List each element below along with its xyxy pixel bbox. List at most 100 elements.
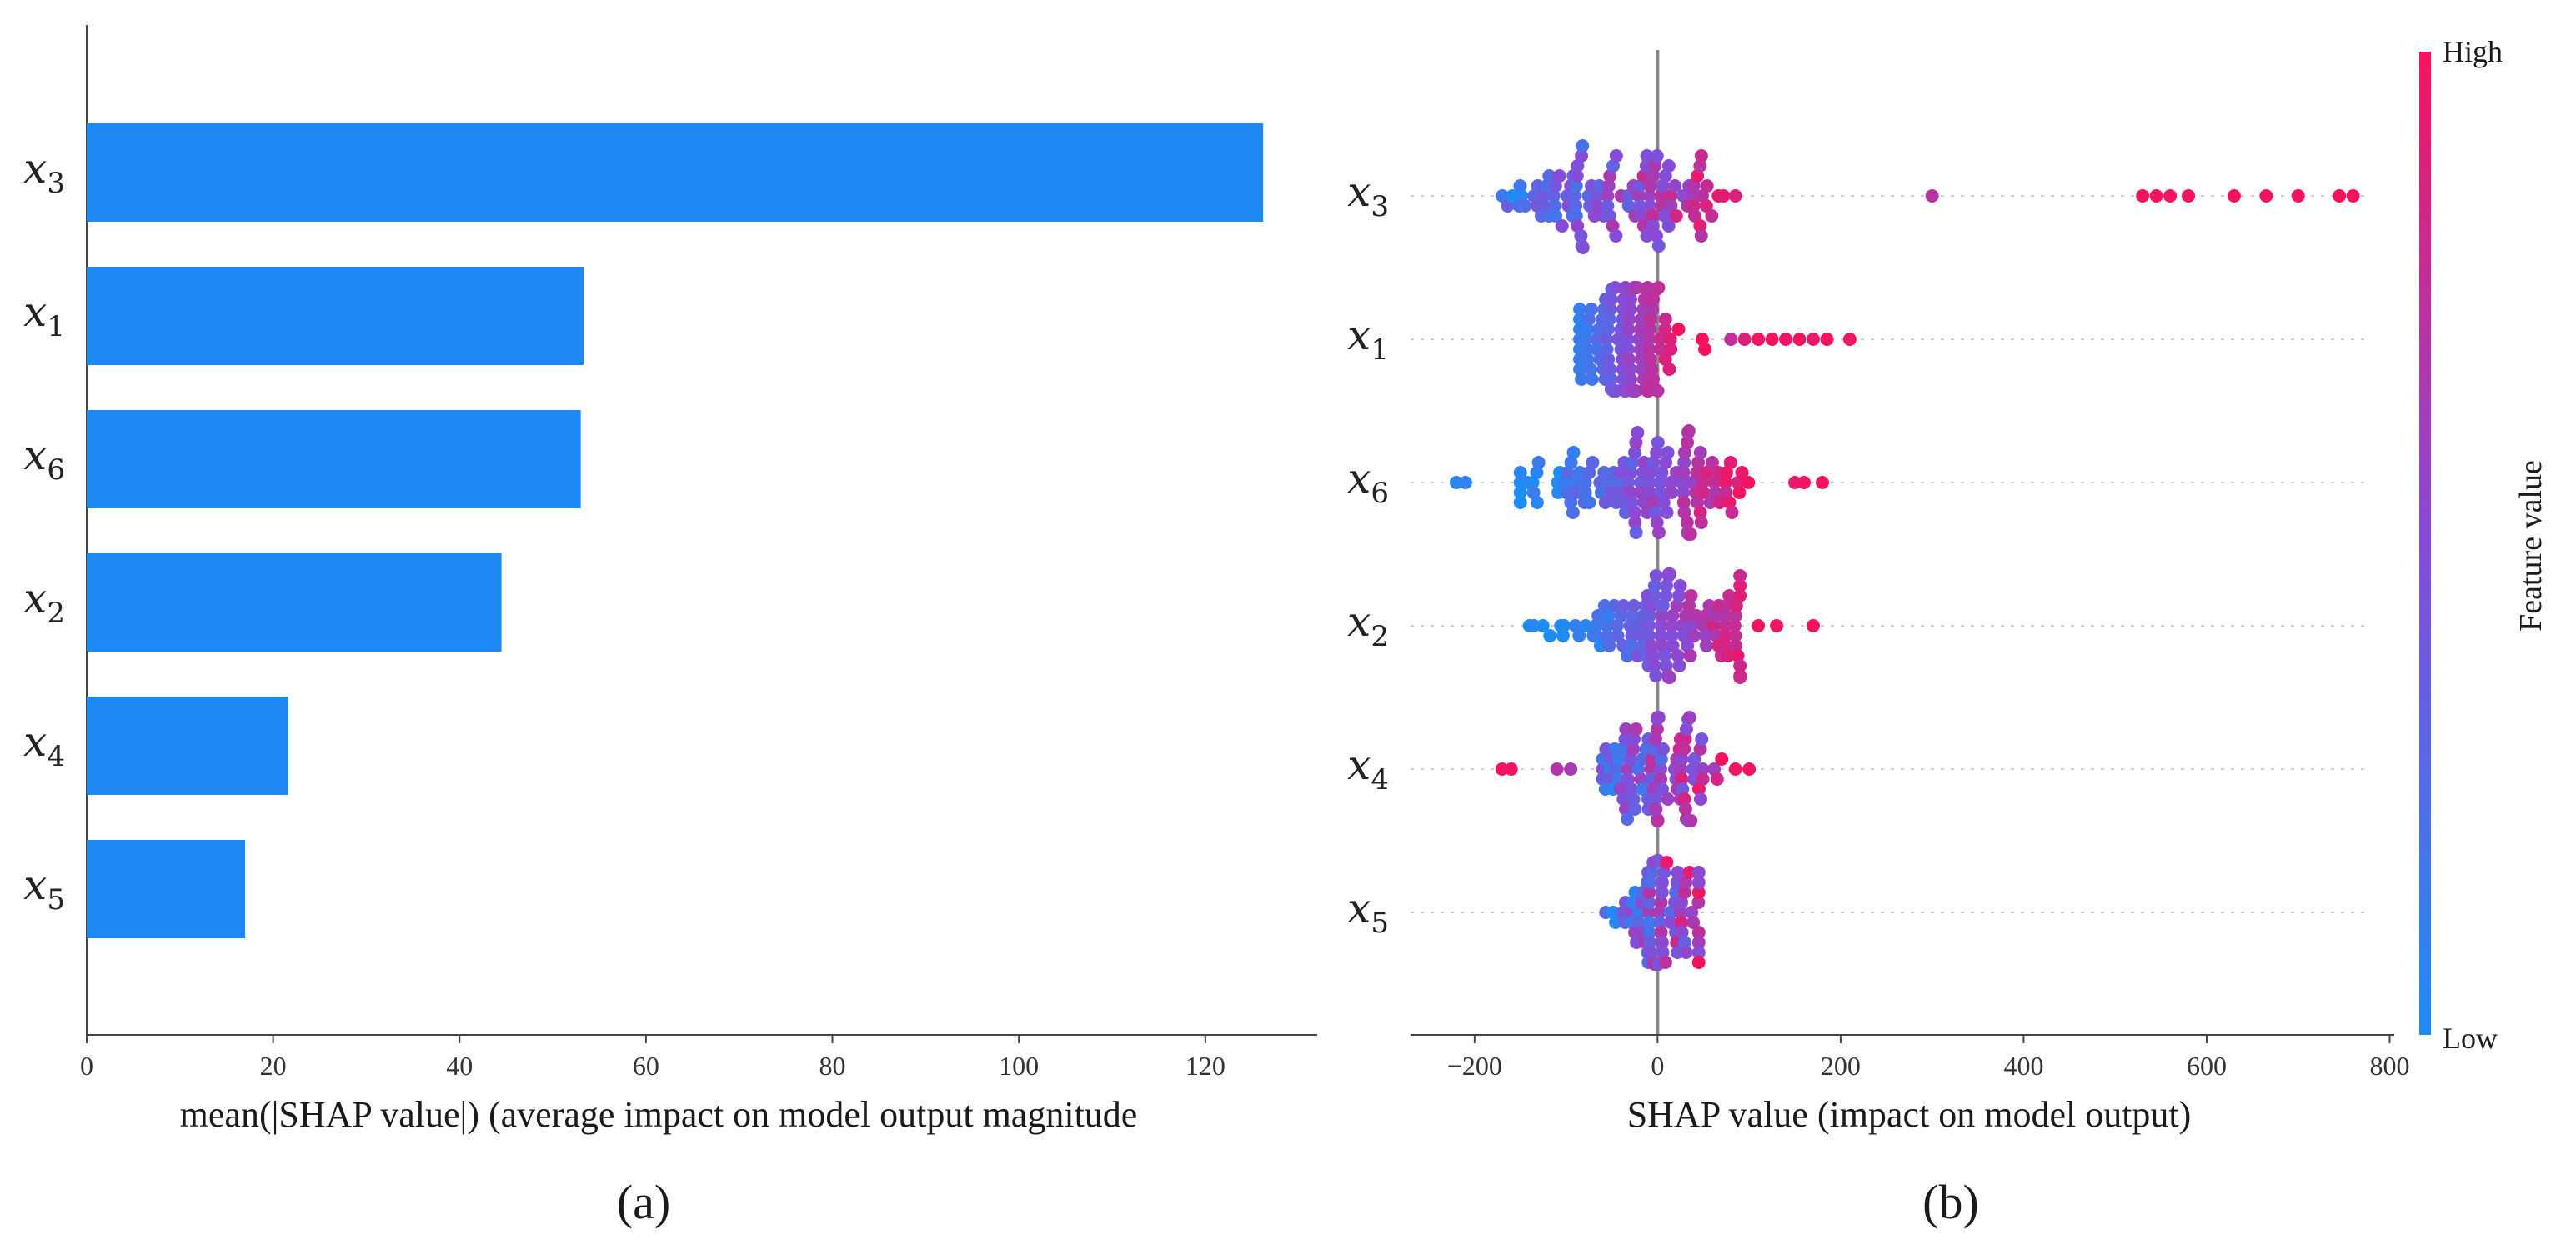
shap-dot — [1664, 342, 1678, 356]
shap-dot — [1642, 189, 1656, 202]
shap-dot — [1718, 619, 1732, 632]
shap-dot — [1696, 772, 1710, 786]
shap-dot — [1566, 446, 1581, 459]
shap-dot — [1606, 219, 1620, 232]
shap-dot — [1694, 149, 1708, 162]
shap-dot — [1603, 362, 1617, 376]
shap-dot — [1666, 639, 1680, 652]
panel-label-a: (a) — [617, 1175, 670, 1229]
shap-dot — [1643, 876, 1657, 889]
shap-dot — [1646, 302, 1660, 316]
shap-dot — [1662, 671, 1676, 684]
shap-dot — [1616, 742, 1630, 756]
shap-dot — [1597, 466, 1611, 479]
shap-dot — [1788, 476, 1802, 489]
shap-dot — [1651, 526, 1666, 539]
shap-dot — [1602, 312, 1616, 326]
shap-dot — [1636, 169, 1651, 182]
shap-dot — [1649, 669, 1663, 682]
shap-dot — [1722, 589, 1737, 602]
shap-dot — [1705, 456, 1719, 469]
shap-dot — [1594, 486, 1608, 499]
shap-dot — [1733, 659, 1747, 672]
shap-dot — [1820, 332, 1834, 346]
shap-dot — [1583, 362, 1597, 376]
bar-x6 — [87, 410, 581, 508]
shap-dot — [1676, 189, 1691, 202]
bar-x1 — [87, 267, 584, 365]
shap-dot — [1643, 936, 1657, 949]
shap-dot — [1660, 506, 1674, 519]
shap-dot — [1642, 886, 1656, 899]
shap-dot — [1629, 526, 1643, 539]
shap-dot — [1660, 579, 1674, 592]
shap-dot — [1685, 619, 1699, 632]
x-tick-label: 100 — [999, 1051, 1039, 1081]
shap-dot — [1642, 609, 1656, 622]
shap-dot — [1641, 906, 1656, 919]
shap-dot — [1792, 332, 1807, 346]
shap-dot — [1621, 189, 1635, 202]
shap-dot — [1650, 149, 1664, 162]
shap-dot — [1718, 486, 1732, 499]
shap-dot — [1573, 302, 1587, 316]
shap-dot — [1536, 189, 1551, 202]
shap-dot — [1611, 772, 1626, 786]
shap-dot — [1569, 199, 1583, 212]
shap-dot — [1644, 772, 1658, 786]
shap-dot — [1806, 619, 1820, 632]
shap-dot — [1693, 792, 1707, 806]
bar-x2 — [87, 553, 502, 652]
shap-dot — [1696, 619, 1711, 632]
shap-dot — [1651, 436, 1665, 449]
x-tick-label: 400 — [2003, 1051, 2043, 1081]
shap-dot — [1677, 792, 1691, 806]
shap-dot — [1569, 179, 1583, 192]
shap-dot — [1506, 189, 1520, 202]
shap-dot — [1561, 466, 1575, 479]
shap-dot — [1569, 209, 1583, 222]
shap-dot — [1623, 362, 1637, 376]
shap-dot — [1686, 762, 1700, 776]
shap-dot — [1731, 476, 1745, 489]
shap-dot — [1641, 332, 1656, 346]
x-tick-label: 80 — [819, 1051, 846, 1081]
colorbar — [2419, 52, 2431, 1035]
shap-dot — [1706, 619, 1721, 632]
dots-x4 — [1495, 711, 1757, 828]
shap-dot — [1715, 752, 1729, 766]
shap-dot — [1578, 486, 1592, 499]
shap-dot — [1669, 209, 1683, 222]
shap-dot — [2333, 189, 2347, 202]
shap-dot — [1699, 199, 1713, 212]
shap-dot — [1616, 599, 1631, 612]
shap-dot — [1601, 179, 1616, 192]
shap-dot — [1686, 199, 1701, 212]
shap-dot — [1578, 332, 1592, 346]
shap-dot — [1606, 906, 1620, 919]
shap-dot — [1646, 456, 1660, 469]
shap-dot — [1663, 916, 1677, 929]
shap-dot — [1629, 436, 1643, 449]
shap-dot — [1815, 476, 1829, 489]
shap-dot — [1644, 762, 1658, 776]
shap-dot — [1556, 629, 1570, 642]
shap-dot — [2136, 189, 2150, 202]
shap-dot — [1658, 956, 1672, 969]
shap-dot — [1806, 332, 1820, 346]
shap-dot — [1661, 219, 1676, 232]
panel-b-beeswarm-chart: x3 x1 x6 x2 x4 x5 −200 0 200 400 600 800 SHAP value … — [1347, 35, 2548, 1229]
shap-dot — [1628, 446, 1642, 459]
shap-dot — [1655, 782, 1669, 796]
shap-dot — [1695, 332, 1709, 346]
shap-dot — [1604, 372, 1618, 386]
shap-dot — [1628, 802, 1642, 816]
shap-dot — [1678, 732, 1692, 746]
shap-dot — [1601, 199, 1615, 212]
shap-dot — [1530, 496, 1544, 509]
shap-dot — [1560, 486, 1574, 499]
shap-dot — [1579, 619, 1593, 632]
shap-dot — [1609, 149, 1623, 162]
shap-dot — [1765, 332, 1779, 346]
shap-dot — [1651, 814, 1665, 828]
